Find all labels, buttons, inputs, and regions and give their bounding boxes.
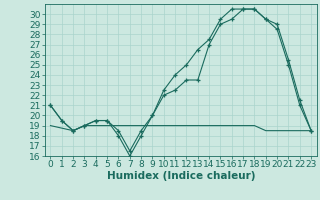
X-axis label: Humidex (Indice chaleur): Humidex (Indice chaleur) [107,171,255,181]
